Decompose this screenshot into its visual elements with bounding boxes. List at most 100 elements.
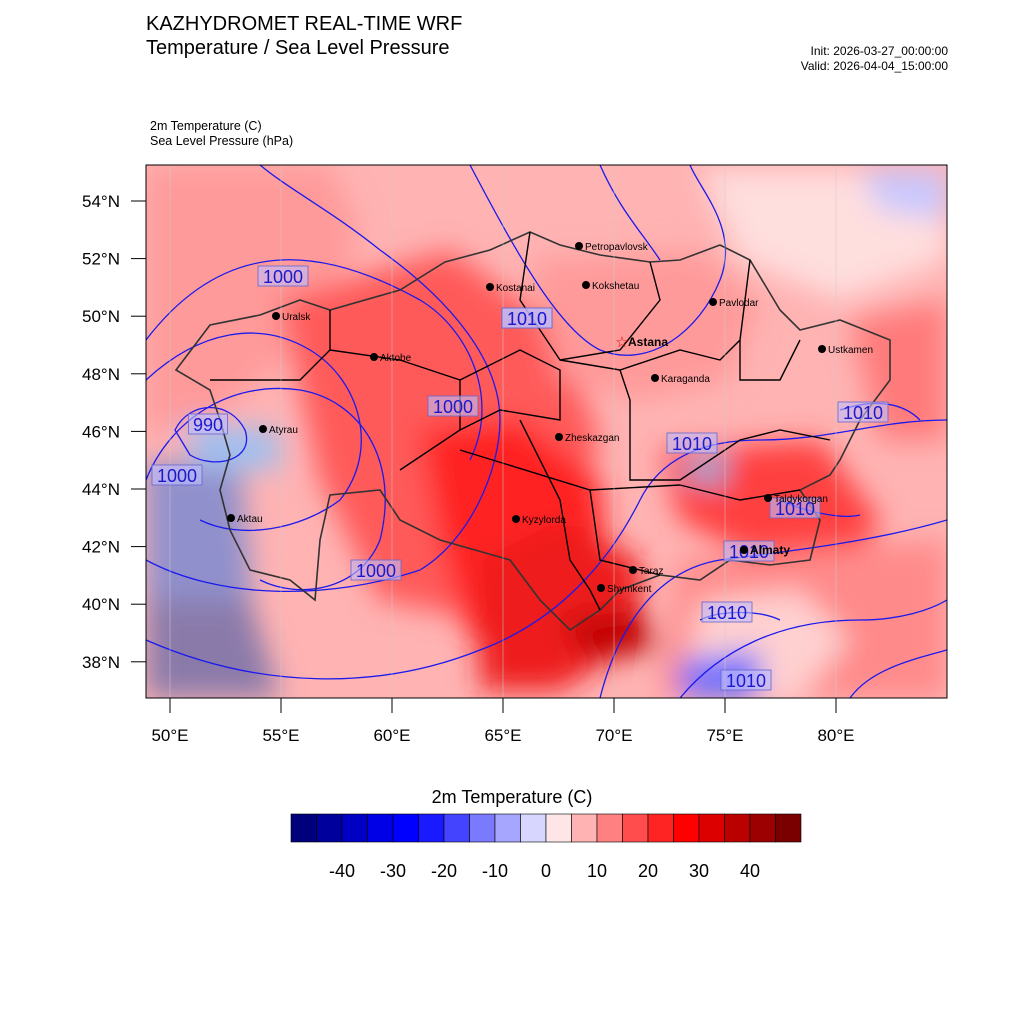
lat-label: 42°N <box>82 538 120 557</box>
isobar-label-box <box>427 395 479 417</box>
isobar-label-box <box>720 669 772 691</box>
colorbar-swatch <box>749 813 776 843</box>
city-marker <box>555 433 563 441</box>
lat-label: 40°N <box>82 595 120 614</box>
lon-label: 50°E <box>151 726 188 745</box>
isobar-label: 1010 <box>729 542 769 562</box>
colorbar-swatch <box>596 813 623 843</box>
variable-label-pressure: Sea Level Pressure (hPa) <box>150 134 294 148</box>
colorbar-swatch <box>724 813 751 843</box>
isobar-labels: 1000 1010 1000 990 1000 1010 1010 1010 1000 1010 1… <box>151 265 889 691</box>
isobar-label-box <box>723 540 775 562</box>
city-label: Almaty <box>750 543 790 557</box>
colorbar-title: 2m Temperature (C) <box>431 787 593 807</box>
cities: Petropavlovsk Kostanai Kokshetau Pavlodar Ur… <box>227 242 873 595</box>
lon-label: 75°E <box>706 726 743 745</box>
colorbar-swatch <box>418 813 445 843</box>
city-label: Atyrau <box>269 425 298 436</box>
colorbar-swatch <box>698 813 725 843</box>
city-marker <box>486 283 494 291</box>
isobar-label: 1000 <box>263 267 303 287</box>
city-label: Kokshetau <box>592 281 639 292</box>
colorbar-swatch <box>341 813 368 843</box>
colorbar-swatch <box>494 813 521 843</box>
colorbar-tick-label: 10 <box>586 861 608 881</box>
colorbar-tick-label: -30 <box>379 861 407 881</box>
isobar-label-box <box>769 497 821 519</box>
colorbar-swatch <box>316 813 343 843</box>
city-marker <box>709 298 717 306</box>
lon-label: 60°E <box>373 726 410 745</box>
isobar-label-box <box>837 401 889 423</box>
lon-label: 55°E <box>262 726 299 745</box>
city-label: Petropavlovsk <box>585 242 649 253</box>
lon-label: 70°E <box>595 726 632 745</box>
lat-label: 38°N <box>82 653 120 672</box>
isobar-label: 990 <box>193 415 223 435</box>
isobar-label: 1010 <box>672 434 712 454</box>
isobar-label: 1010 <box>507 309 547 329</box>
capital-star-icon: ☆ <box>615 334 628 351</box>
init-time: Init: 2026-03-27_00:00:00 <box>810 44 948 58</box>
city-marker <box>740 546 748 554</box>
isobar-label: 1000 <box>433 397 473 417</box>
isobar-label: 1010 <box>707 603 747 623</box>
colorbar <box>290 813 802 843</box>
colorbar-tick-label: -40 <box>328 861 356 881</box>
colorbar-tick-label: 40 <box>739 861 761 881</box>
isobar-label: 1000 <box>157 466 197 486</box>
valid-time: Valid: 2026-04-04_15:00:00 <box>800 59 948 73</box>
isobar-label: 1010 <box>775 499 815 519</box>
isobar-label-box <box>350 559 402 581</box>
isobars <box>146 165 947 698</box>
run-info: Init: 2026-03-27_00:00:00 Valid: 2026-04… <box>801 44 948 74</box>
city-marker <box>272 312 280 320</box>
lat-label: 52°N <box>82 250 120 269</box>
city-label: Taldykorgan <box>774 494 828 505</box>
isobar-label-box <box>151 464 203 486</box>
lat-label: 44°N <box>82 480 120 499</box>
city-label: Uralsk <box>282 312 311 323</box>
lon-label: 65°E <box>484 726 521 745</box>
city-marker <box>575 242 583 250</box>
colorbar-tick-label: 30 <box>688 861 710 881</box>
city-label: Taraz <box>639 566 663 577</box>
lon-label: 80°E <box>817 726 854 745</box>
isobar-label: 1010 <box>843 403 883 423</box>
city-marker <box>582 281 590 289</box>
lat-label: 50°N <box>82 307 120 326</box>
lat-label: 48°N <box>82 365 120 384</box>
city-marker <box>629 566 637 574</box>
colorbar-tick-label: 0 <box>540 861 552 881</box>
lat-label: 54°N <box>82 192 120 211</box>
city-marker <box>818 345 826 353</box>
lat-label: 46°N <box>82 422 120 441</box>
page-title: KAZHYDROMET REAL-TIME WRF <box>146 13 463 35</box>
city-marker <box>764 494 772 502</box>
city-marker <box>370 353 378 361</box>
axes: 54°N 52°N 50°N 48°N 46°N 44°N 42°N 40°N 38°N 50°E… <box>82 192 855 745</box>
colorbar-swatch <box>469 813 496 843</box>
city-marker <box>512 515 520 523</box>
colorbar-swatch <box>443 813 470 843</box>
city-label: Ustkamen <box>828 345 873 356</box>
page-subtitle: Temperature / Sea Level Pressure <box>146 37 450 59</box>
city-label: Astana <box>628 335 668 349</box>
city-label: Kyzylorda <box>522 515 566 526</box>
city-label: Zheskazgan <box>565 433 619 444</box>
colorbar-swatch <box>647 813 674 843</box>
colorbar-swatch <box>571 813 598 843</box>
city-marker <box>259 425 267 433</box>
colorbar-swatch <box>673 813 700 843</box>
colorbar-swatch <box>290 813 317 843</box>
city-label: Aktau <box>237 514 263 525</box>
city-label: Karaganda <box>661 374 710 385</box>
colorbar-swatch <box>520 813 547 843</box>
colorbar-tick-label: -20 <box>430 861 458 881</box>
colorbar-tick-label: 20 <box>637 861 659 881</box>
isobar-label: 1000 <box>356 561 396 581</box>
city-marker <box>227 514 235 522</box>
colorbar-tick-label: -10 <box>481 861 509 881</box>
colorbar-swatch <box>622 813 649 843</box>
